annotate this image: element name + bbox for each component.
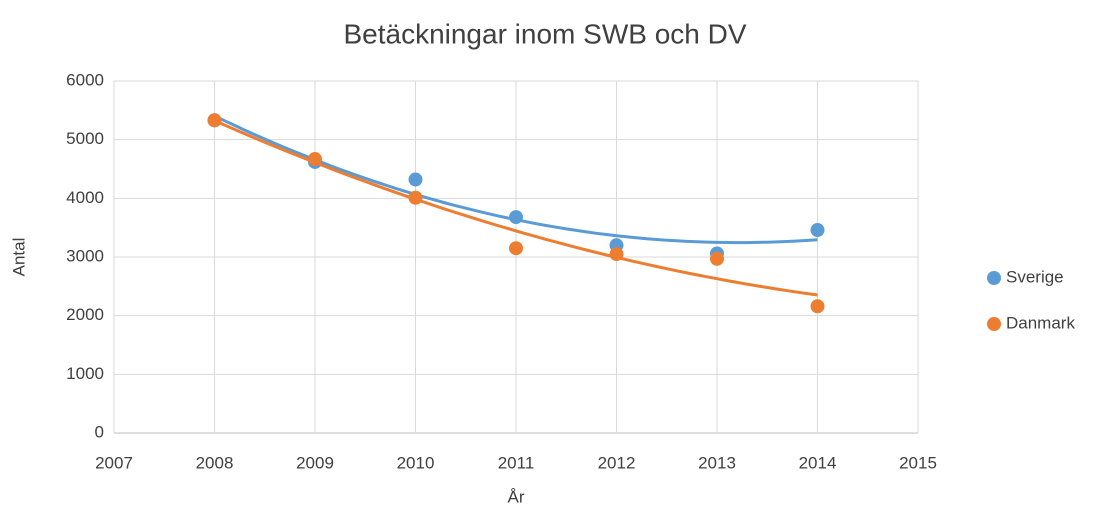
legend-label: Sverige: [1006, 267, 1064, 286]
point: [509, 241, 523, 256]
point: [308, 152, 322, 167]
x-tick-label: 2015: [899, 453, 937, 472]
x-tick-label: 2012: [598, 453, 636, 472]
point: [609, 247, 624, 262]
x-tick-label: 2009: [296, 453, 334, 472]
point: [408, 172, 423, 187]
x-tick-label: 2014: [799, 453, 837, 472]
x-tick-label: 2010: [397, 453, 435, 472]
point: [509, 210, 523, 225]
x-tick-label: 2008: [196, 453, 234, 472]
y-tick-label: 3000: [66, 246, 104, 265]
y-tick-label: 0: [95, 422, 104, 441]
legend-label: Danmark: [1006, 313, 1075, 332]
point: [408, 190, 423, 205]
legend-marker: [987, 317, 1001, 331]
y-tick-label: 5000: [66, 129, 104, 148]
y-axis-label: Antal: [9, 238, 28, 277]
y-tick-label: 4000: [66, 188, 104, 207]
x-tick-label: 2007: [95, 453, 133, 472]
x-axis-label: År: [508, 487, 525, 506]
y-tick-label: 2000: [66, 305, 104, 324]
y-tick-label: 1000: [66, 364, 104, 383]
x-tick-label: 2011: [498, 453, 535, 472]
y-tick-label: 6000: [66, 70, 104, 89]
point: [207, 113, 222, 128]
x-tick-label: 2013: [698, 453, 736, 472]
point: [810, 299, 825, 314]
point: [810, 223, 825, 238]
point: [710, 251, 724, 266]
legend-marker: [987, 271, 1001, 285]
chart-title: Betäckningar inom SWB och DV: [343, 18, 746, 49]
